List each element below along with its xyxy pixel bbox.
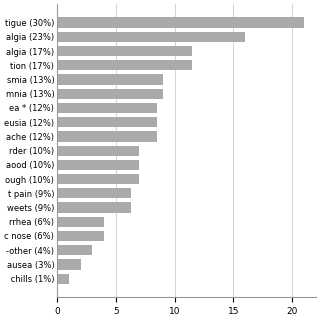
Bar [57,274,69,284]
Bar [57,117,157,127]
Bar [57,174,140,184]
Bar [57,74,163,84]
Bar [57,146,140,156]
Bar [57,103,157,113]
Bar [57,60,192,70]
Bar [57,217,104,227]
Bar [57,32,245,42]
Bar [57,18,304,28]
Bar [57,46,192,56]
Bar [57,245,92,255]
Bar [57,259,81,269]
Bar [57,89,163,99]
Bar [57,131,157,141]
Bar [57,188,131,198]
Bar [57,160,140,170]
Bar [57,231,104,241]
Bar [57,203,131,213]
